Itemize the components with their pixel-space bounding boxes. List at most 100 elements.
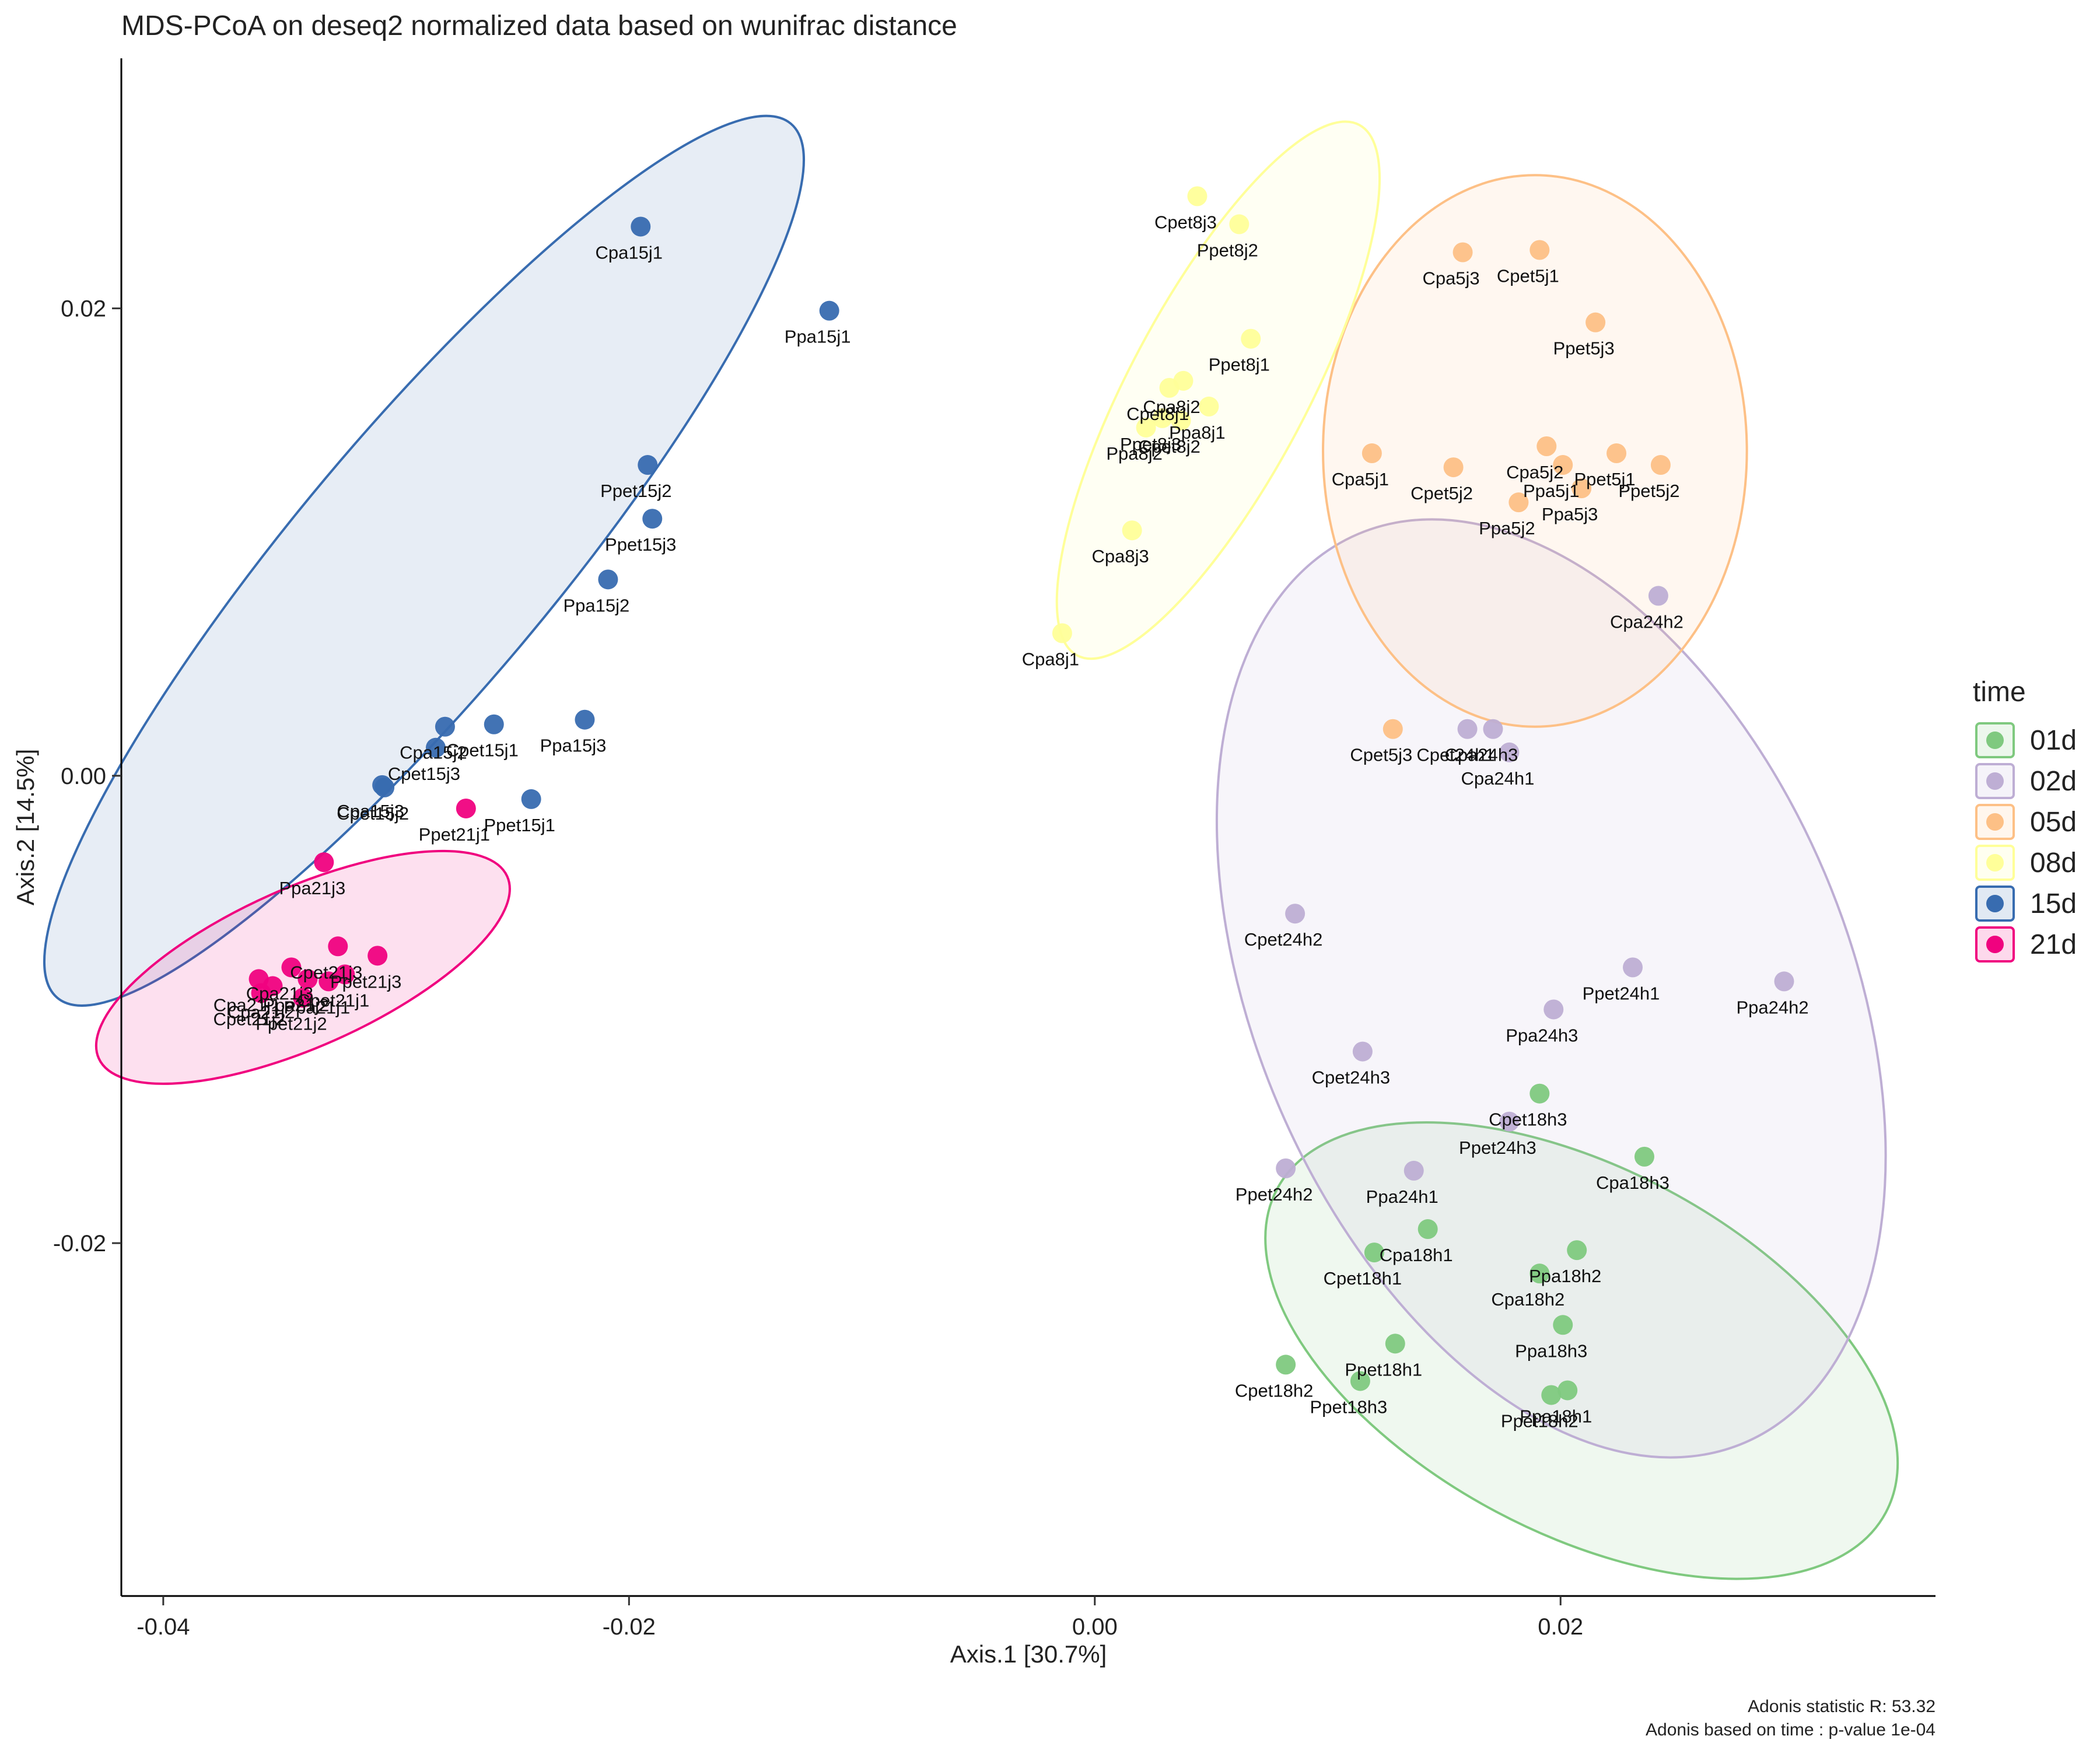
y-tick-label: -0.02	[53, 1231, 106, 1256]
legend-label-15d: 15d	[2030, 888, 2077, 919]
x-tick-label: -0.02	[603, 1614, 656, 1640]
point-Ppa15j3	[575, 709, 595, 730]
label-Cpet24h1: Cpet24h1	[1416, 745, 1494, 765]
label-Ppet15j2: Ppet15j2	[600, 481, 671, 501]
label-Cpa24h1: Cpa24h1	[1461, 768, 1534, 789]
point-Cpet5j3	[1382, 719, 1403, 739]
label-Ppet5j3: Ppet5j3	[1553, 338, 1615, 359]
point-Ppa24h3	[1544, 999, 1564, 1020]
label-Cpet18h2: Cpet18h2	[1235, 1380, 1313, 1401]
point-Cpa24h3	[1483, 719, 1503, 739]
label-Cpet15j2: Cpet15j2	[337, 803, 409, 824]
point-Ppet8j1	[1241, 328, 1261, 349]
point-Cpet5j1	[1530, 240, 1550, 260]
label-Ppet24h1: Ppet24h1	[1583, 983, 1660, 1003]
point-Ppet21j1	[456, 798, 476, 818]
label-Cpa21j3: Cpa21j3	[246, 983, 313, 1003]
label-Ppa24h2: Ppa24h2	[1736, 997, 1808, 1017]
point-Cpet8j3	[1187, 186, 1208, 206]
x-axis-ticks: -0.04 -0.02 0.00 0.02	[136, 1596, 1583, 1640]
label-Ppa15j3: Ppa15j3	[540, 736, 607, 756]
point-Ppa21j1	[318, 971, 339, 992]
point-Cpet5j2	[1443, 457, 1464, 478]
label-Ppa18h1: Ppa18h1	[1520, 1406, 1592, 1426]
label-Ppa18h3: Ppa18h3	[1515, 1340, 1587, 1361]
point-Cpet21j1	[335, 964, 355, 985]
legend-title: time	[1973, 677, 2026, 708]
point-Ppa24h1	[1404, 1160, 1424, 1181]
label-Cpa15j3: Cpa15j3	[337, 801, 404, 821]
label-Ppet21j3: Ppet21j3	[330, 971, 401, 992]
label-Ppa8j1: Ppa8j1	[1169, 422, 1226, 443]
point-Ppa8j1	[1199, 396, 1219, 416]
label-Cpa21j2: Cpa21j2	[228, 1002, 295, 1022]
label-Cpet8j1: Cpet8j1	[1126, 404, 1189, 424]
legend-label-02d: 02d	[2030, 766, 2077, 797]
label-Ppa24h1: Ppa24h1	[1366, 1186, 1438, 1207]
y-tick-label: 0.02	[61, 296, 106, 322]
point-labels: Cpet18h3 Cpa18h3 Cpa18h1 Cpet18h1 Ppa18h2 Cpa…	[213, 212, 1808, 1431]
point-Cpa18h2	[1530, 1264, 1550, 1284]
label-Ppet24h2: Ppet24h2	[1236, 1184, 1313, 1205]
point-Cpet18h2	[1276, 1354, 1296, 1375]
label-Cpet5j3: Cpet5j3	[1350, 745, 1412, 765]
point-Cpa24h1	[1499, 742, 1520, 762]
label-Cpa18h1: Cpa18h1	[1380, 1245, 1453, 1265]
point-Ppa24h2	[1774, 971, 1794, 992]
label-Ppa15j1: Ppa15j1	[785, 327, 851, 347]
point-Ppet15j2	[638, 455, 658, 475]
data-points	[249, 186, 1794, 1405]
point-Cpet18h3	[1530, 1083, 1550, 1104]
label-Ppa21j1: Ppa21j1	[284, 997, 350, 1017]
x-tick-label: 0.00	[1072, 1614, 1118, 1640]
point-Cpet15j1	[484, 714, 504, 734]
legend-dot-02d	[1986, 772, 2004, 790]
label-Cpa15j1: Cpa15j1	[596, 242, 663, 262]
point-Ppa21j2	[298, 969, 318, 989]
chart-title: MDS-PCoA on deseq2 normalized data based…	[121, 10, 957, 41]
label-Cpa24h3: Cpa24h3	[1445, 745, 1518, 765]
label-Cpa8j2: Cpa8j2	[1143, 397, 1200, 417]
label-Cpa5j1: Cpa5j1	[1332, 469, 1389, 489]
point-Cpet21j3	[328, 936, 348, 957]
point-Cpa5j1	[1362, 443, 1382, 464]
label-Ppa18h2: Ppa18h2	[1529, 1266, 1601, 1286]
label-Cpa5j3: Cpa5j3	[1422, 268, 1479, 289]
point-Ppet18h1	[1385, 1334, 1405, 1354]
label-Cpa15j2: Cpa15j2	[400, 743, 467, 763]
ellipse-02d	[1215, 518, 1887, 1459]
point-Cpet15j3	[425, 737, 446, 758]
point-Ppet21j3	[368, 946, 388, 966]
ellipse-15d	[43, 114, 805, 1007]
point-Ppa5j1	[1553, 455, 1573, 475]
label-Ppa5j3: Ppa5j3	[1542, 504, 1598, 524]
point-Ppet18h3	[1350, 1371, 1370, 1391]
point-Ppa18h1	[1558, 1380, 1578, 1401]
label-Cpa5j2: Cpa5j2	[1506, 462, 1563, 482]
point-Cpa18h3	[1634, 1146, 1654, 1167]
label-Cpa18h3: Cpa18h3	[1596, 1172, 1670, 1193]
point-Ppa15j1	[819, 300, 839, 321]
point-Ppet15j3	[642, 509, 663, 529]
x-tick-label: -0.04	[136, 1614, 190, 1640]
legend: time 01d 02d 05d 08d 15d 21d	[1973, 677, 2077, 963]
point-Cpa21j1	[249, 969, 269, 989]
legend-label-01d: 01d	[2030, 725, 2077, 756]
legend-label-05d: 05d	[2030, 807, 2077, 838]
point-Ppa15j2	[598, 569, 618, 590]
label-Ppet15j3: Ppet15j3	[605, 534, 676, 555]
point-Cpa15j2	[435, 716, 455, 737]
y-axis-ticks: 0.02 0.00 -0.02	[53, 296, 121, 1256]
label-Cpet15j1: Cpet15j1	[446, 740, 519, 761]
point-Cpet24h3	[1352, 1041, 1373, 1062]
y-axis-label: Axis.2 [14.5%]	[12, 749, 39, 905]
point-Cpet24h1	[1457, 719, 1478, 739]
y-tick-label: 0.00	[61, 764, 106, 789]
label-Ppet21j1: Ppet21j1	[419, 824, 490, 845]
legend-label-21d: 21d	[2030, 929, 2077, 960]
label-Ppet8j1: Ppet8j1	[1209, 355, 1270, 375]
label-Cpet21j3: Cpet21j3	[290, 962, 362, 982]
point-Cpa8j1	[1052, 623, 1072, 643]
point-Ppet24h2	[1276, 1158, 1296, 1178]
